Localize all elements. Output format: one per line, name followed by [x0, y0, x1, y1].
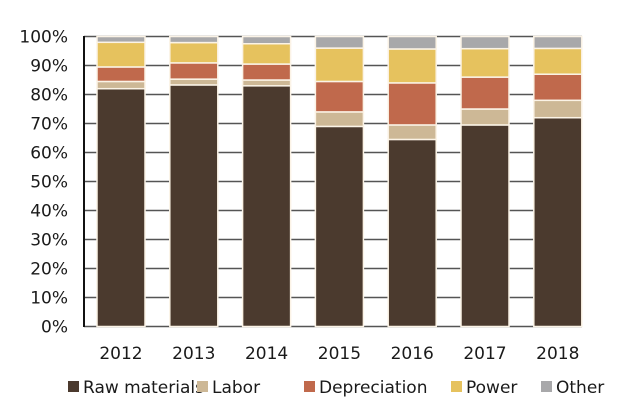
legend-swatch [451, 381, 462, 392]
y-tick-label: 40% [30, 202, 68, 222]
y-tick-label: 0% [41, 318, 68, 338]
y-tick-label: 50% [30, 173, 68, 193]
bar-depreciation-2016 [387, 82, 437, 126]
bar-depreciation-2018 [533, 73, 583, 102]
bar-raw-materials-2013 [169, 84, 219, 328]
bar-power-2013 [169, 41, 219, 64]
bar-labor-2012 [96, 80, 146, 90]
legend-swatch [68, 381, 79, 392]
bar-other-2015 [314, 35, 365, 49]
bar-labor-2014 [241, 79, 292, 87]
legend-item-power: Power [451, 378, 517, 398]
bar-depreciation-2017 [460, 76, 510, 110]
bar-labor-2017 [460, 108, 510, 126]
x-tick-label: 2018 [536, 344, 579, 364]
legend-swatch [197, 381, 208, 392]
bar-raw-materials-2014 [241, 85, 292, 328]
bar-other-2014 [241, 35, 292, 45]
legend-item-raw-materials: Raw materials [68, 378, 204, 398]
bar-labor-2015 [314, 111, 365, 128]
bar-depreciation-2012 [96, 66, 146, 83]
bar-other-2013 [169, 35, 219, 44]
x-tick-label: 2016 [391, 344, 434, 364]
y-tick-label: 80% [30, 86, 68, 106]
bar-depreciation-2014 [241, 63, 292, 81]
y-tick-labels: 0% 10% 20% 30% 40% 50% 60% 70% 80% 90% 100% [19, 28, 68, 338]
x-tick-label: 2017 [463, 344, 506, 364]
x-tick-label: 2015 [318, 344, 361, 364]
legend: Raw materials Labor Depreciation Power Other [68, 378, 604, 398]
legend-item-depreciation: Depreciation [304, 378, 427, 398]
bar-labor-2013 [169, 78, 219, 86]
bar-power-2018 [533, 47, 583, 75]
y-tick-label: 60% [30, 144, 68, 164]
bar-power-2017 [460, 47, 510, 78]
bars [96, 35, 583, 328]
bar-labor-2018 [533, 99, 583, 119]
bar-other-2016 [387, 35, 437, 50]
bar-raw-materials-2012 [96, 87, 146, 328]
legend-swatch [541, 381, 552, 392]
legend-item-labor: Labor [197, 378, 260, 398]
legend-label: Other [556, 378, 604, 398]
bar-other-2017 [460, 35, 510, 50]
x-tick-label: 2012 [99, 344, 142, 364]
x-tick-label: 2014 [245, 344, 288, 364]
legend-item-other: Other [541, 378, 604, 398]
legend-label: Depreciation [319, 378, 427, 398]
y-tick-label: 90% [30, 57, 68, 77]
bar-other-2012 [96, 35, 146, 44]
bar-raw-materials-2017 [460, 124, 510, 328]
bar-power-2012 [96, 41, 146, 68]
legend-label: Labor [212, 378, 260, 398]
x-tick-labels: 2012 2013 2014 2015 2016 2017 2018 [99, 344, 579, 364]
y-tick-label: 70% [30, 115, 68, 135]
bar-raw-materials-2018 [533, 116, 583, 328]
bar-depreciation-2015 [314, 80, 365, 113]
bar-other-2018 [533, 35, 583, 50]
y-tick-label: 30% [30, 231, 68, 251]
bar-power-2015 [314, 47, 365, 83]
bar-raw-materials-2016 [387, 138, 437, 328]
bar-power-2016 [387, 48, 437, 84]
legend-label: Power [466, 378, 517, 398]
y-tick-label: 20% [30, 260, 68, 280]
x-tick-label: 2013 [172, 344, 215, 364]
bar-labor-2016 [387, 124, 437, 141]
bar-raw-materials-2015 [314, 125, 365, 328]
y-tick-label: 10% [30, 289, 68, 309]
legend-swatch [304, 381, 315, 392]
bar-depreciation-2013 [169, 62, 219, 80]
bar-power-2014 [241, 43, 292, 65]
legend-label: Raw materials [83, 378, 204, 398]
y-tick-label: 100% [19, 28, 68, 48]
